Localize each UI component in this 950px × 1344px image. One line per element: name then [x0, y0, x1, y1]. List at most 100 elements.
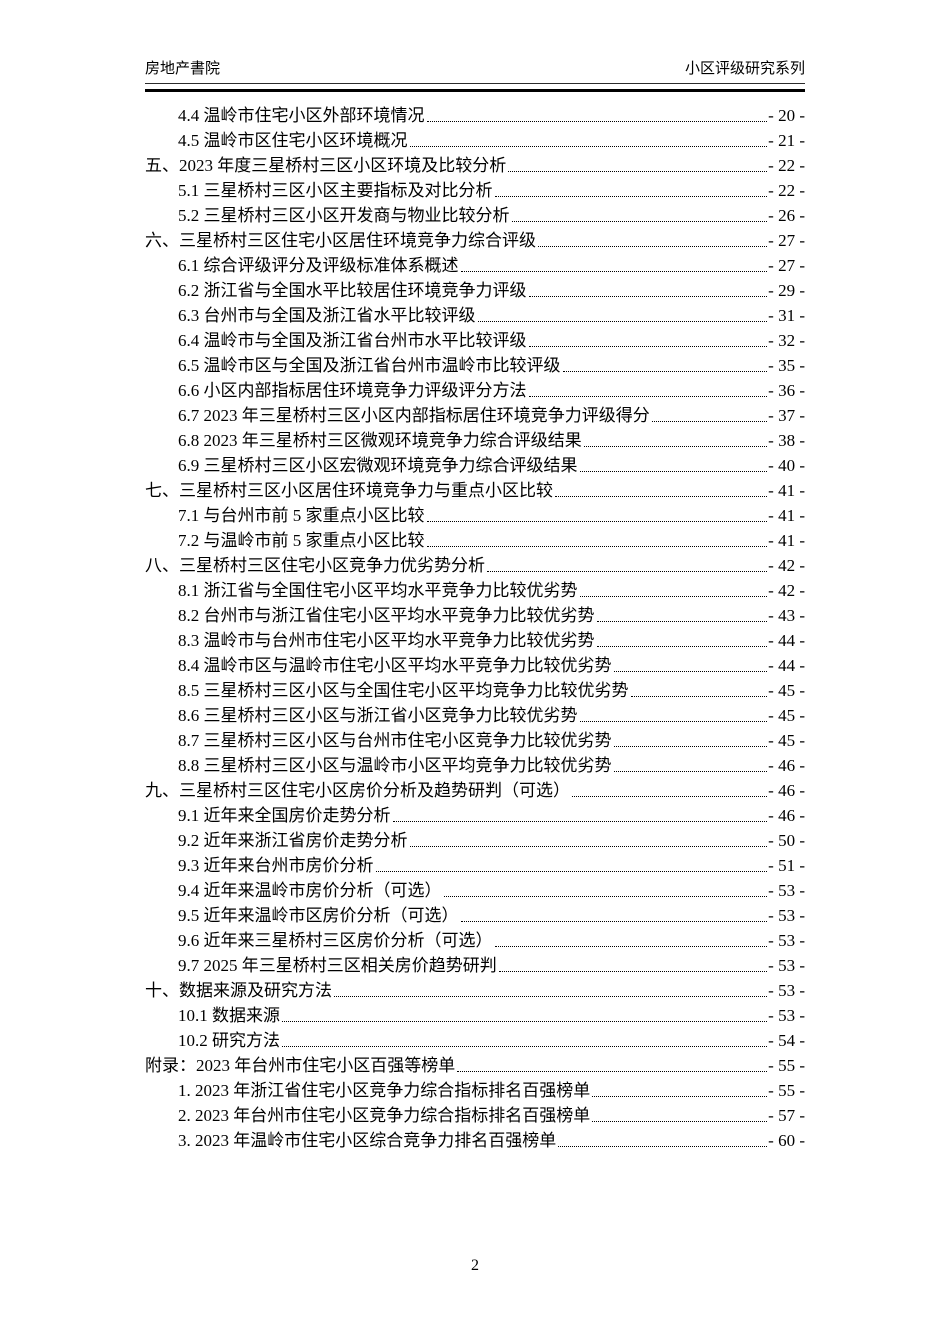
- toc-row[interactable]: 6.8 2023 年三星桥村三区微观环境竞争力综合评级结果 - 38 -: [145, 428, 805, 453]
- toc-row[interactable]: 十、数据来源及研究方法 - 53 -: [145, 978, 805, 1003]
- toc-row[interactable]: 七、三星桥村三区小区居住环境竞争力与重点小区比较 - 41 -: [145, 478, 805, 503]
- toc-row[interactable]: 6.2 浙江省与全国水平比较居住环境竞争力评级 - 29 -: [145, 278, 805, 303]
- toc-entry-label: 5.2 三星桥村三区小区开发商与物业比较分析: [178, 206, 510, 225]
- toc-row[interactable]: 6.6 小区内部指标居住环境竞争力评级评分方法 - 36 -: [145, 378, 805, 403]
- toc-page-number: - 46 -: [768, 756, 805, 775]
- toc-dot-leader: [528, 346, 768, 347]
- toc-row[interactable]: 五、2023 年度三星桥村三区小区环境及比较分析 - 22 -: [145, 153, 805, 178]
- toc-dot-leader: [498, 971, 768, 972]
- toc-row[interactable]: 9.3 近年来台州市房价分析 - 51 -: [145, 853, 805, 878]
- toc-row[interactable]: 7.2 与温岭市前 5 家重点小区比较 - 41 -: [145, 528, 805, 553]
- toc-page-number: - 26 -: [768, 206, 805, 225]
- toc-entry-label: 10.1 数据来源: [178, 1006, 280, 1025]
- toc-dot-leader: [494, 196, 768, 197]
- toc-page-number: - 45 -: [768, 706, 805, 725]
- toc-row[interactable]: 8.7 三星桥村三区小区与台州市住宅小区竞争力比较优劣势 - 45 -: [145, 728, 805, 753]
- toc-page-number: - 22 -: [768, 181, 805, 200]
- toc-entry-label: 九、三星桥村三区住宅小区房价分析及趋势研判（可选）: [145, 781, 570, 800]
- toc-entry-label: 6.7 2023 年三星桥村三区小区内部指标居住环境竞争力评级得分: [178, 406, 650, 425]
- toc-row[interactable]: 六、三星桥村三区住宅小区居住环境竞争力综合评级 - 27 -: [145, 228, 805, 253]
- toc-page-number: - 53 -: [768, 1006, 805, 1025]
- toc: 4.4 温岭市住宅小区外部环境情况 - 20 - 4.5 温岭市区住宅小区环境概…: [145, 103, 805, 1153]
- toc-dot-leader: [528, 396, 768, 397]
- toc-page-number: - 41 -: [768, 531, 805, 550]
- toc-page-number: - 44 -: [768, 631, 805, 650]
- toc-row[interactable]: 10.1 数据来源 - 53 -: [145, 1003, 805, 1028]
- header-left-text: 房地产書院: [145, 60, 221, 77]
- toc-row[interactable]: 6.3 台州市与全国及浙江省水平比较评级 - 31 -: [145, 303, 805, 328]
- toc-row[interactable]: 5.2 三星桥村三区小区开发商与物业比较分析 - 26 -: [145, 203, 805, 228]
- toc-entry-label: 9.3 近年来台州市房价分析: [178, 856, 374, 875]
- toc-dot-leader: [583, 446, 768, 447]
- toc-dot-leader: [596, 621, 768, 622]
- toc-dot-leader: [579, 471, 768, 472]
- toc-dot-leader: [528, 296, 768, 297]
- toc-row[interactable]: 9.5 近年来温岭市区房价分析（可选） - 53 -: [145, 903, 805, 928]
- toc-entry-label: 十、数据来源及研究方法: [145, 981, 332, 1000]
- toc-row[interactable]: 八、三星桥村三区住宅小区竞争力优劣势分析 - 42 -: [145, 553, 805, 578]
- toc-page-number: - 32 -: [768, 331, 805, 350]
- header-rule: [145, 89, 805, 92]
- toc-row[interactable]: 6.7 2023 年三星桥村三区小区内部指标居住环境竞争力评级得分 - 37 -: [145, 403, 805, 428]
- toc-row[interactable]: 4.5 温岭市区住宅小区环境概况 - 21 -: [145, 128, 805, 153]
- toc-row[interactable]: 8.1 浙江省与全国住宅小区平均水平竞争力比较优劣势 - 42 -: [145, 578, 805, 603]
- toc-entry-label: 9.7 2025 年三星桥村三区相关房价趋势研判: [178, 956, 497, 975]
- toc-row[interactable]: 8.4 温岭市区与温岭市住宅小区平均水平竞争力比较优劣势 - 44 -: [145, 653, 805, 678]
- toc-dot-leader: [457, 1071, 768, 1072]
- toc-dot-leader: [562, 371, 768, 372]
- toc-row[interactable]: 9.2 近年来浙江省房价走势分析 - 50 -: [145, 828, 805, 853]
- toc-dot-leader: [494, 946, 768, 947]
- toc-page-number: - 54 -: [768, 1031, 805, 1050]
- toc-row[interactable]: 7.1 与台州市前 5 家重点小区比较 - 41 -: [145, 503, 805, 528]
- toc-row[interactable]: 2. 2023 年台州市住宅小区竞争力综合指标排名百强榜单 - 57 -: [145, 1103, 805, 1128]
- toc-row[interactable]: 6.5 温岭市区与全国及浙江省台州市温岭市比较评级 - 35 -: [145, 353, 805, 378]
- toc-row[interactable]: 1. 2023 年浙江省住宅小区竞争力综合指标排名百强榜单 - 55 -: [145, 1078, 805, 1103]
- toc-row[interactable]: 8.8 三星桥村三区小区与温岭市小区平均竞争力比较优劣势 - 46 -: [145, 753, 805, 778]
- toc-row[interactable]: 10.2 研究方法 - 54 -: [145, 1028, 805, 1053]
- toc-entry-label: 8.2 台州市与浙江省住宅小区平均水平竞争力比较优劣势: [178, 606, 595, 625]
- footer-page-number: 2: [471, 1257, 479, 1274]
- toc-page-number: - 29 -: [768, 281, 805, 300]
- toc-page-number: - 31 -: [768, 306, 805, 325]
- toc-row[interactable]: 6.9 三星桥村三区小区宏微观环境竞争力综合评级结果 - 40 -: [145, 453, 805, 478]
- toc-row[interactable]: 3. 2023 年温岭市住宅小区综合竞争力排名百强榜单 - 60 -: [145, 1128, 805, 1153]
- toc-page-number: - 21 -: [768, 131, 805, 150]
- toc-row[interactable]: 九、三星桥村三区住宅小区房价分析及趋势研判（可选） - 46 -: [145, 778, 805, 803]
- toc-page-number: - 41 -: [768, 506, 805, 525]
- toc-row[interactable]: 8.2 台州市与浙江省住宅小区平均水平竞争力比较优劣势 - 43 -: [145, 603, 805, 628]
- toc-dot-leader: [592, 1096, 768, 1097]
- toc-dot-leader: [508, 171, 768, 172]
- toc-dot-leader: [572, 796, 768, 797]
- toc-row[interactable]: 5.1 三星桥村三区小区主要指标及对比分析 - 22 -: [145, 178, 805, 203]
- toc-row[interactable]: 6.1 综合评级评分及评级标准体系概述 - 27 -: [145, 253, 805, 278]
- toc-row[interactable]: 4.4 温岭市住宅小区外部环境情况 - 20 -: [145, 103, 805, 128]
- toc-page-number: - 27 -: [768, 256, 805, 275]
- toc-row[interactable]: 9.4 近年来温岭市房价分析（可选） - 53 -: [145, 878, 805, 903]
- toc-dot-leader: [409, 846, 768, 847]
- toc-row[interactable]: 9.1 近年来全国房价走势分析 - 46 -: [145, 803, 805, 828]
- toc-page-number: - 45 -: [768, 681, 805, 700]
- toc-entry-label: 3. 2023 年温岭市住宅小区综合竞争力排名百强榜单: [178, 1131, 557, 1150]
- toc-row[interactable]: 8.3 温岭市与台州市住宅小区平均水平竞争力比较优劣势 - 44 -: [145, 628, 805, 653]
- toc-row[interactable]: 附录：2023 年台州市住宅小区百强等榜单 - 55 -: [145, 1053, 805, 1078]
- toc-page-number: - 35 -: [768, 356, 805, 375]
- toc-row[interactable]: 6.4 温岭市与全国及浙江省台州市水平比较评级 - 32 -: [145, 328, 805, 353]
- toc-dot-leader: [558, 1146, 768, 1147]
- toc-entry-label: 6.3 台州市与全国及浙江省水平比较评级: [178, 306, 476, 325]
- toc-entry-label: 7.1 与台州市前 5 家重点小区比较: [178, 506, 425, 525]
- toc-entry-label: 6.4 温岭市与全国及浙江省台州市水平比较评级: [178, 331, 527, 350]
- toc-row[interactable]: 9.7 2025 年三星桥村三区相关房价趋势研判 - 53 -: [145, 953, 805, 978]
- toc-entry-label: 七、三星桥村三区小区居住环境竞争力与重点小区比较: [145, 481, 553, 500]
- toc-entry-label: 10.2 研究方法: [178, 1031, 280, 1050]
- toc-entry-label: 9.5 近年来温岭市区房价分析（可选）: [178, 906, 459, 925]
- toc-entry-label: 6.2 浙江省与全国水平比较居住环境竞争力评级: [178, 281, 527, 300]
- toc-dot-leader: [477, 321, 768, 322]
- toc-dot-leader: [555, 496, 768, 497]
- toc-page-number: - 20 -: [768, 106, 805, 125]
- toc-row[interactable]: 9.6 近年来三星桥村三区房价分析（可选） - 53 -: [145, 928, 805, 953]
- toc-row[interactable]: 8.6 三星桥村三区小区与浙江省小区竞争力比较优劣势 - 45 -: [145, 703, 805, 728]
- toc-page-number: - 37 -: [768, 406, 805, 425]
- toc-page-number: - 53 -: [768, 881, 805, 900]
- toc-row[interactable]: 8.5 三星桥村三区小区与全国住宅小区平均竞争力比较优劣势 - 45 -: [145, 678, 805, 703]
- toc-page-number: - 55 -: [768, 1081, 805, 1100]
